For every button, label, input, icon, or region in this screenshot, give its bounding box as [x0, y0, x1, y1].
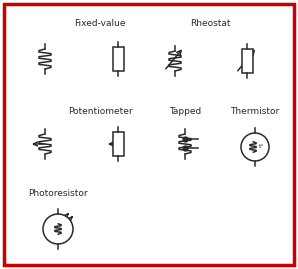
- Circle shape: [241, 133, 269, 161]
- Text: Tapped: Tapped: [169, 107, 201, 115]
- Text: Photoresistor: Photoresistor: [28, 189, 88, 199]
- Bar: [241, 49, 252, 73]
- Text: Potentiometer: Potentiometer: [68, 107, 132, 115]
- Text: Fixed-value: Fixed-value: [74, 19, 126, 29]
- Text: t°: t°: [259, 143, 265, 148]
- Text: Rheostat: Rheostat: [190, 19, 230, 29]
- Circle shape: [43, 214, 73, 244]
- Bar: [113, 47, 123, 71]
- Text: Thermistor: Thermistor: [230, 107, 280, 115]
- Bar: [113, 132, 123, 156]
